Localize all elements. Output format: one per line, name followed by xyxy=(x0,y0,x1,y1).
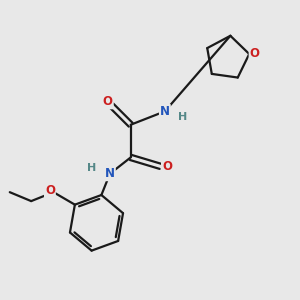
Text: N: N xyxy=(105,167,115,180)
Text: O: O xyxy=(250,47,260,60)
Text: O: O xyxy=(45,184,55,197)
Text: H: H xyxy=(178,112,187,122)
Text: N: N xyxy=(160,105,170,118)
Text: O: O xyxy=(103,95,113,108)
Text: O: O xyxy=(162,160,172,173)
Text: H: H xyxy=(87,163,97,173)
